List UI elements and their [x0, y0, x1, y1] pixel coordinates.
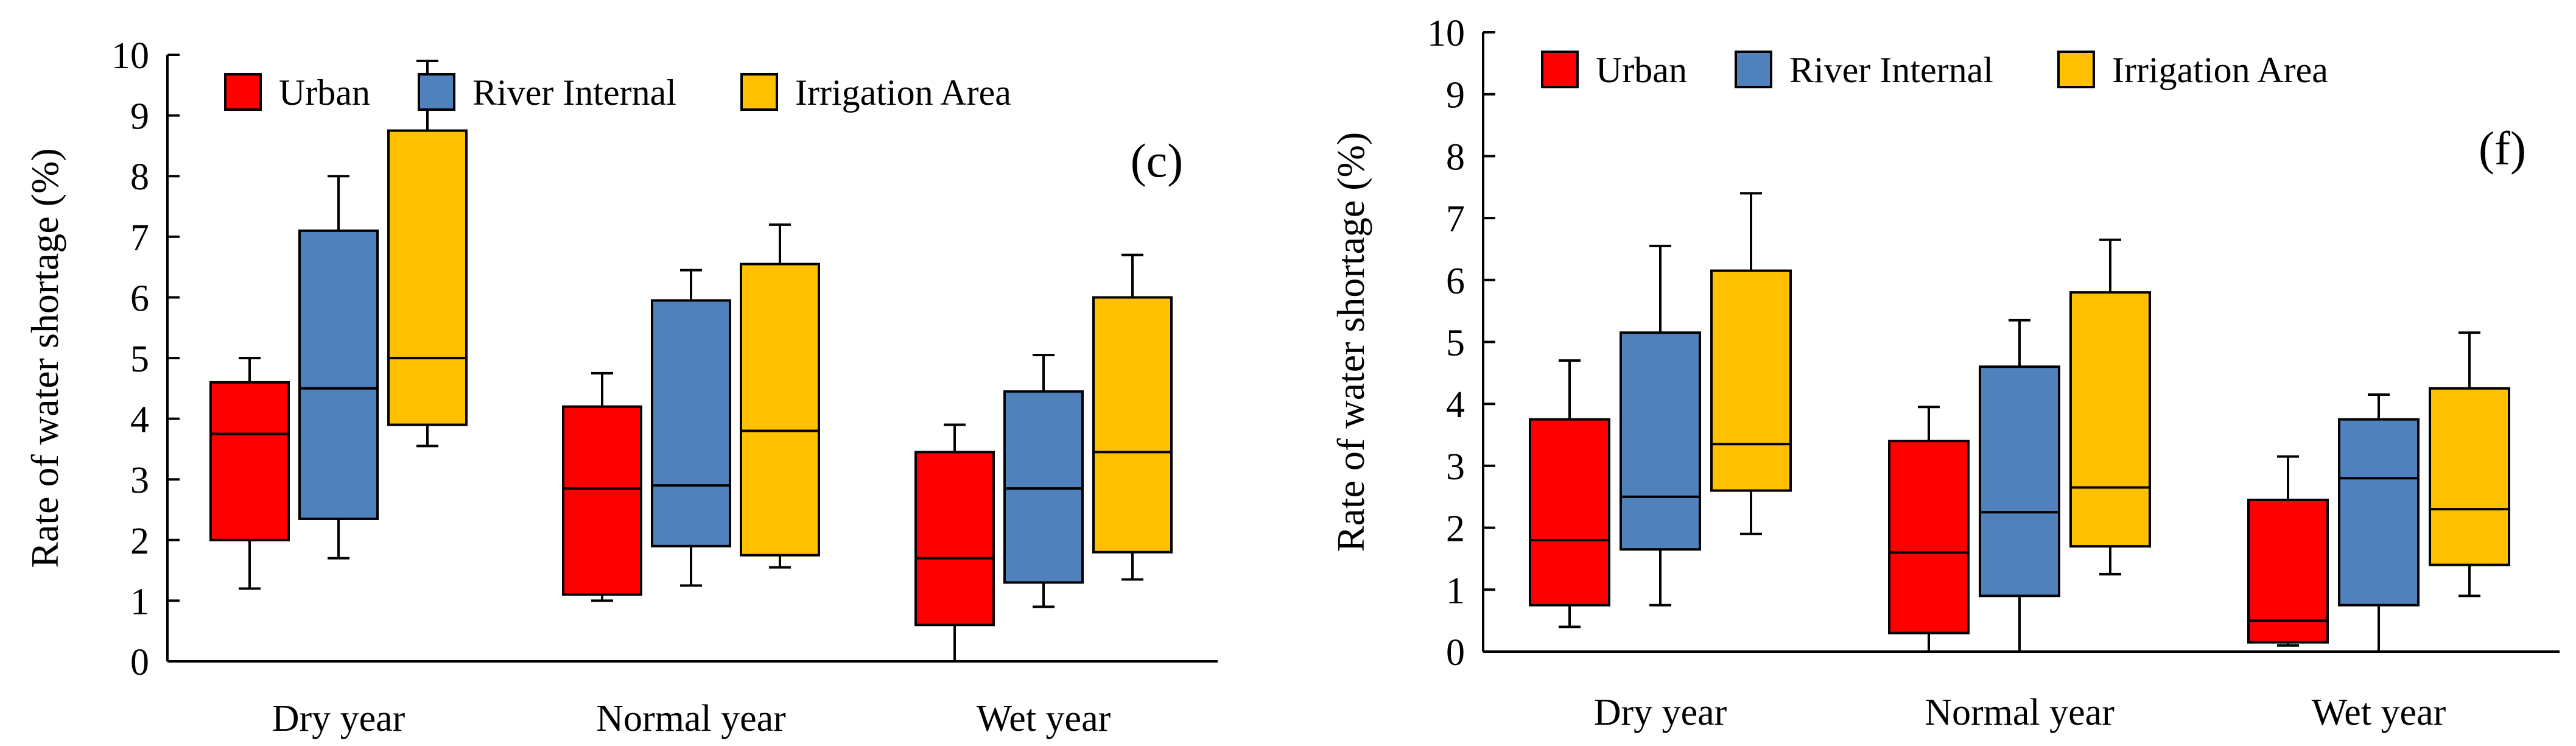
y-tick-label: 1 — [1446, 570, 1465, 611]
legend-label: River Internal — [1789, 50, 1993, 90]
y-tick-label: 5 — [130, 339, 149, 380]
y-tick-label: 4 — [1446, 384, 1465, 426]
x-category-label: Wet year — [2312, 692, 2446, 733]
box-river-internal — [2338, 393, 2420, 653]
chart-panel-0: 0 1 2 3 4 5 6 7 8 9 10 Rate of water shortage (%) Dr… — [23, 35, 1218, 739]
legend-label: Urban — [279, 72, 370, 113]
legend-item: Irrigation Area — [740, 72, 1011, 113]
box-river-internal — [1620, 244, 1701, 607]
y-tick-label: 0 — [130, 642, 149, 683]
y-tick-label: 4 — [130, 399, 149, 441]
box-iqr — [2429, 387, 2510, 566]
y-tick-label: 3 — [130, 460, 149, 501]
box-irrigation-area — [1092, 253, 1173, 581]
box-irrigation-area — [2069, 238, 2151, 575]
box-irrigation-area — [1710, 192, 1792, 535]
legend-label: River Internal — [472, 72, 676, 113]
box-irrigation-area — [2429, 331, 2510, 597]
legend-swatch — [740, 73, 778, 111]
y-tick-label: 7 — [130, 217, 149, 259]
box-iqr — [562, 405, 642, 596]
panel-label: (f) — [2479, 122, 2526, 175]
legend-label: Irrigation Area — [795, 72, 1011, 113]
box-iqr — [740, 262, 820, 557]
y-tick-label: 0 — [1446, 632, 1465, 674]
box-urban — [2247, 455, 2329, 647]
box-iqr — [1092, 296, 1173, 554]
legend-label: Urban — [1596, 50, 1687, 90]
box-river-internal — [651, 269, 731, 587]
box-urban — [1888, 406, 1970, 653]
x-category-label: Normal year — [596, 698, 786, 739]
box-river-internal — [1003, 354, 1084, 608]
box-irrigation-area — [387, 59, 468, 448]
legend-item: River Internal — [418, 72, 676, 113]
box-iqr — [651, 299, 731, 547]
y-tick-label: 8 — [130, 157, 149, 198]
box-iqr — [2069, 291, 2151, 548]
legend-swatch — [418, 73, 455, 111]
y-axis-label: Rate of water shortage (%) — [23, 148, 66, 568]
y-tick-label: 2 — [1446, 508, 1465, 550]
x-category-label: Normal year — [1925, 692, 2114, 733]
y-tick-label: 10 — [1427, 13, 1465, 54]
box-urban — [209, 357, 290, 590]
x-category-label: Dry year — [1594, 692, 1727, 733]
legend-swatch — [224, 73, 262, 111]
box-urban — [562, 371, 642, 602]
legend-swatch — [1735, 51, 1772, 88]
box-iqr — [1710, 269, 1792, 492]
box-iqr — [2247, 498, 2329, 644]
box-irrigation-area — [740, 223, 820, 569]
box-iqr — [1979, 365, 2060, 597]
panel-label: (c) — [1131, 134, 1184, 187]
box-iqr — [1529, 418, 1610, 607]
box-iqr — [298, 229, 379, 520]
y-tick-label: 3 — [1446, 446, 1465, 488]
box-river-internal — [1979, 318, 2060, 653]
y-tick-label: 1 — [130, 581, 149, 622]
chart-panel-1: 0 1 2 3 4 5 6 7 8 9 10 Rate of water shortage (%) Dr… — [1329, 13, 2560, 733]
x-category-label: Wet year — [977, 698, 1111, 739]
legend-item: Irrigation Area — [2057, 50, 2328, 90]
legend-label: Irrigation Area — [2112, 50, 2328, 90]
legend-item: Urban — [224, 72, 370, 113]
legend-item: Urban — [1541, 50, 1687, 90]
box-iqr — [1888, 440, 1970, 635]
box-urban — [1529, 359, 1610, 628]
legend-swatch — [2057, 51, 2095, 88]
y-axis-label: Rate of water shortage (%) — [1329, 132, 1372, 552]
box-river-internal — [298, 175, 379, 560]
box-urban — [914, 423, 995, 663]
y-tick-label: 2 — [130, 521, 149, 562]
y-tick-label: 9 — [130, 96, 149, 138]
box-iqr — [209, 381, 290, 541]
x-category-label: Dry year — [272, 698, 405, 739]
legend-swatch — [1541, 51, 1579, 88]
legend-item: River Internal — [1735, 50, 1993, 90]
box-iqr — [914, 451, 995, 627]
box-iqr — [2338, 418, 2420, 607]
y-tick-label: 8 — [1446, 136, 1465, 178]
box-iqr — [387, 129, 468, 426]
box-iqr — [1003, 390, 1084, 584]
y-tick-label: 6 — [130, 278, 149, 319]
y-tick-label: 5 — [1446, 323, 1465, 364]
box-iqr — [1620, 331, 1701, 551]
y-tick-label: 10 — [111, 35, 149, 77]
y-tick-label: 7 — [1446, 199, 1465, 240]
y-tick-label: 6 — [1446, 261, 1465, 302]
y-tick-label: 9 — [1446, 75, 1465, 116]
